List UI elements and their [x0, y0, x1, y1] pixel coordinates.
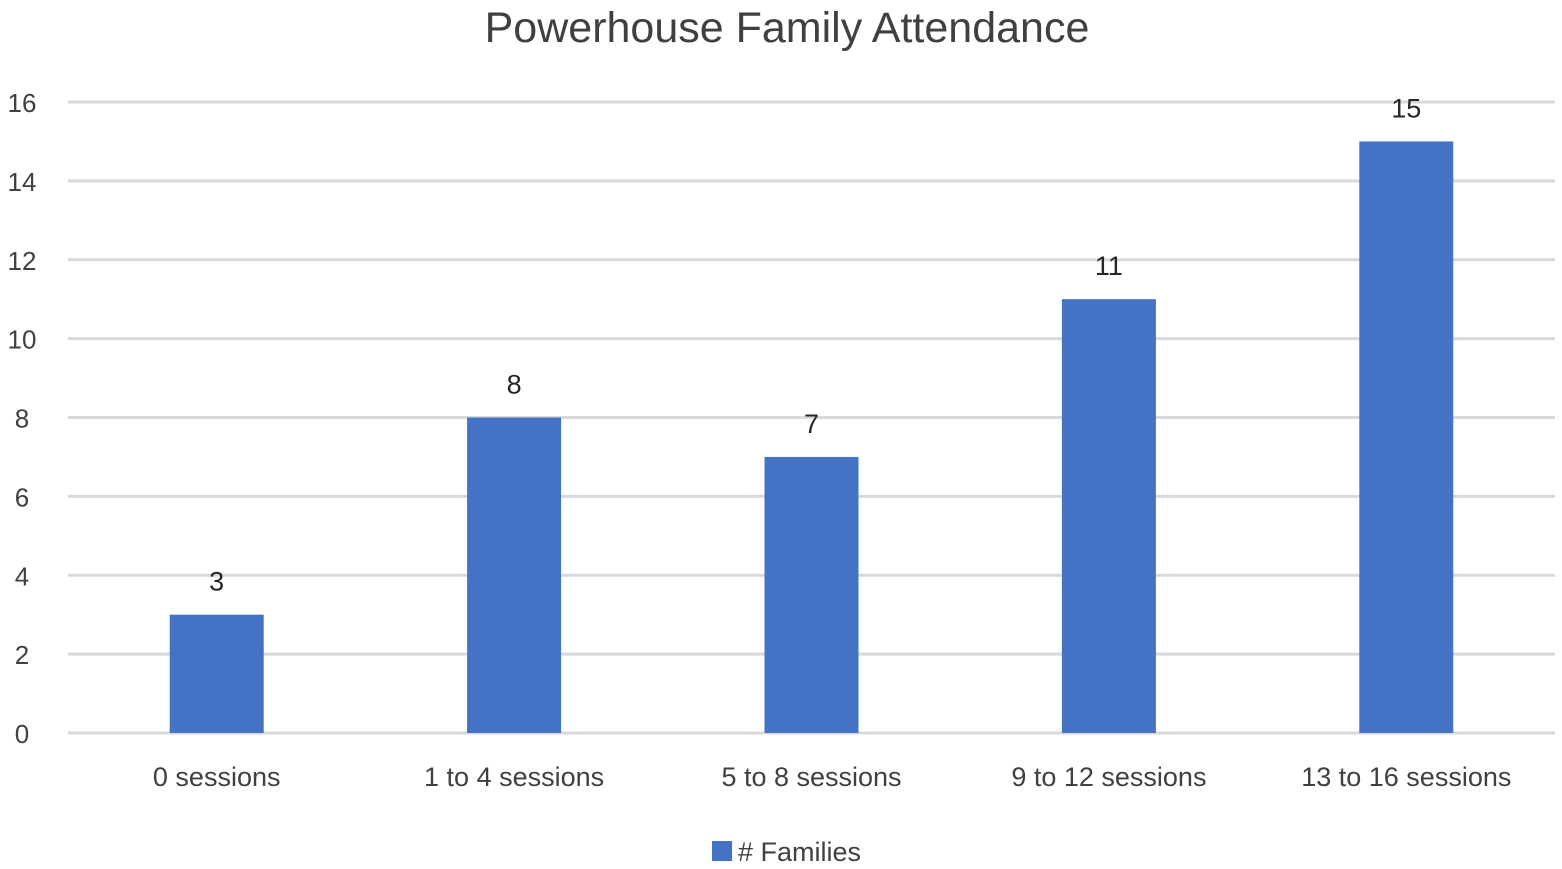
legend-label: # Families — [738, 837, 861, 867]
bar — [169, 614, 264, 733]
category-label: 5 to 8 sessions — [721, 762, 901, 792]
data-label: 11 — [1095, 251, 1123, 281]
y-tick-label: 12 — [8, 246, 37, 276]
chart-title: Powerhouse Family Attendance — [485, 4, 1090, 52]
bar — [764, 456, 859, 733]
y-tick-label: 14 — [8, 167, 37, 197]
data-label: 3 — [209, 567, 224, 597]
legend-swatch — [712, 841, 732, 861]
y-axis-ticks: 0 2 4 6 8 10 12 14 16 — [8, 88, 37, 749]
category-label: 9 to 12 sessions — [1011, 762, 1206, 792]
data-label: 8 — [507, 370, 522, 400]
bar — [467, 417, 562, 733]
y-tick-label: 2 — [15, 640, 29, 670]
data-label: 15 — [1391, 93, 1421, 123]
bar — [1061, 299, 1156, 733]
category-label: 13 to 16 sessions — [1301, 762, 1511, 792]
y-tick-label: 16 — [8, 88, 37, 118]
data-labels: 3 8 7 11 15 — [209, 93, 1421, 596]
y-tick-label: 0 — [15, 719, 29, 749]
gridlines — [68, 100, 1555, 735]
category-label: 0 sessions — [153, 762, 281, 792]
x-axis-categories: 0 sessions 1 to 4 sessions 5 to 8 sessions… — [153, 762, 1511, 792]
bar — [1359, 141, 1454, 733]
legend: # Families — [712, 837, 861, 867]
y-tick-label: 6 — [15, 482, 29, 512]
y-tick-label: 10 — [8, 325, 37, 355]
y-tick-label: 4 — [15, 561, 29, 591]
bars — [169, 141, 1454, 733]
category-label: 1 to 4 sessions — [424, 762, 604, 792]
data-label: 7 — [804, 409, 819, 439]
y-tick-label: 8 — [15, 404, 29, 434]
